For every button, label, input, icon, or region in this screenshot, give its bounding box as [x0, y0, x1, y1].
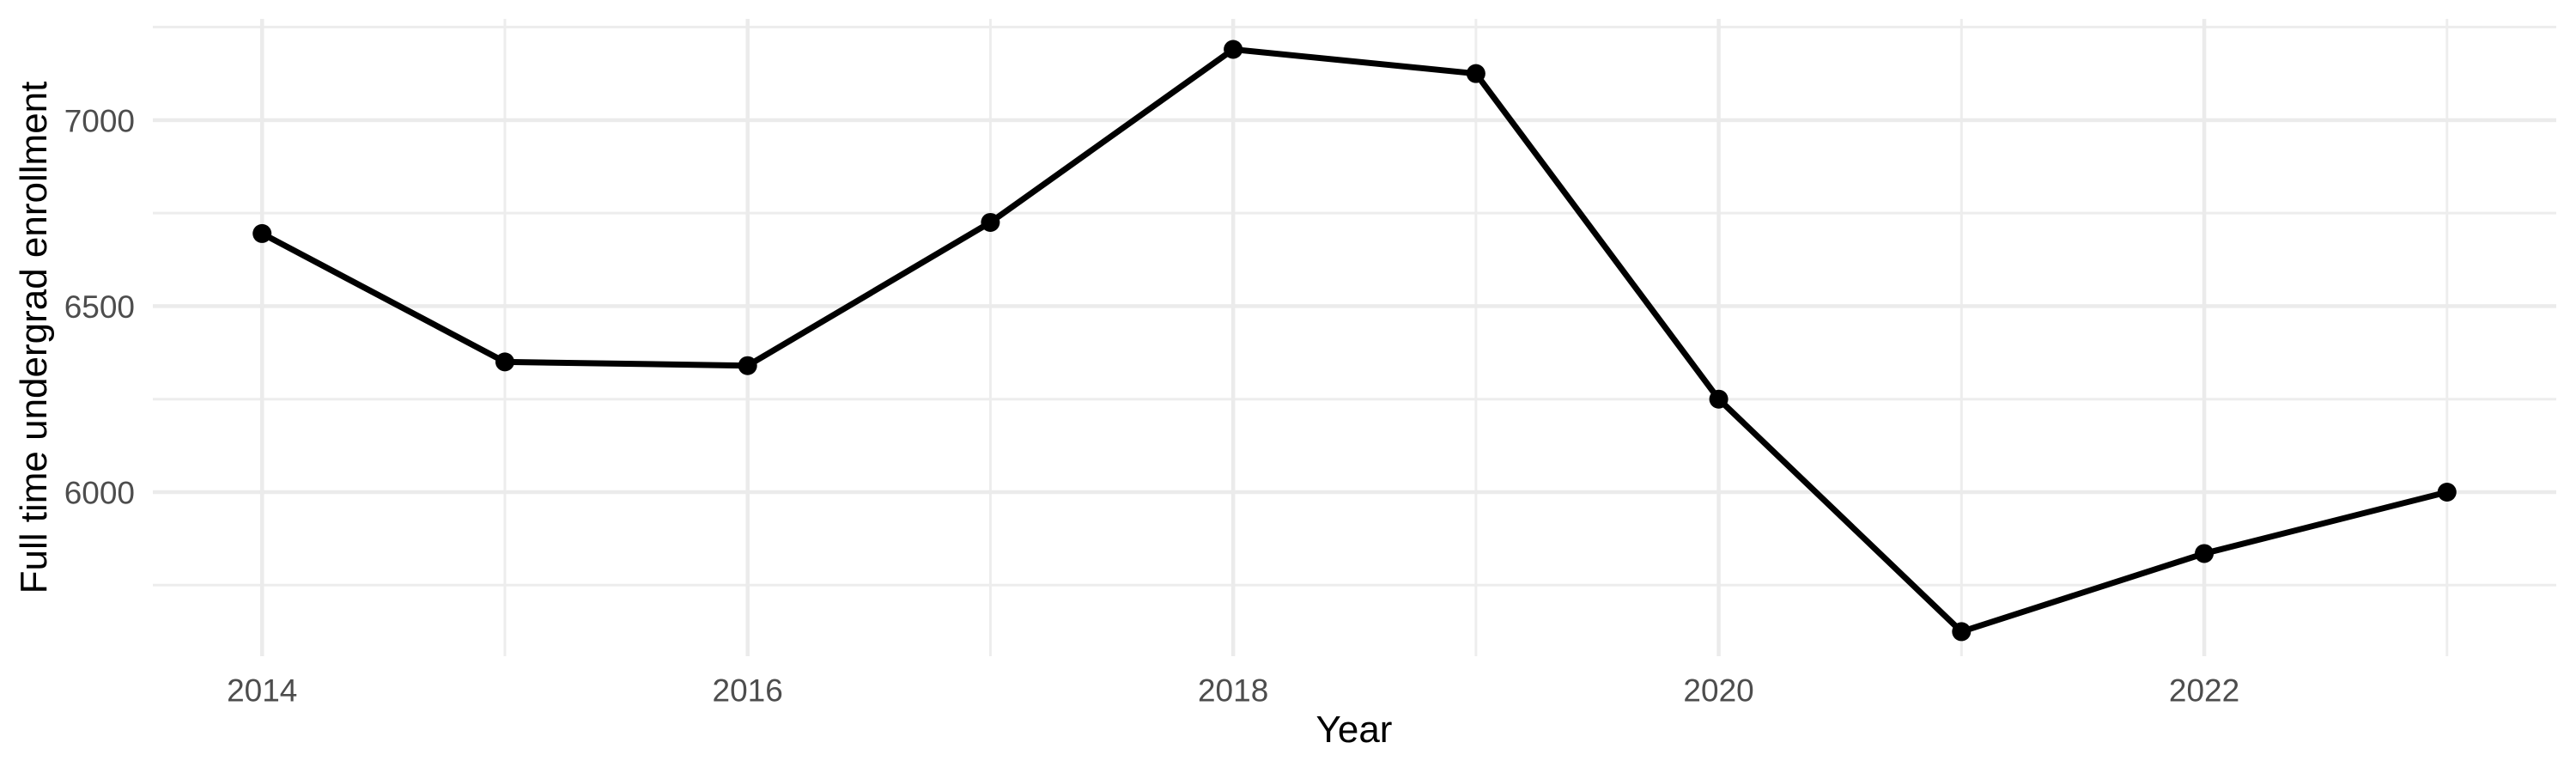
- data-point: [2437, 482, 2457, 502]
- data-point: [495, 352, 514, 372]
- y-tick-label: 6000: [64, 475, 135, 510]
- data-point: [738, 356, 757, 375]
- data-point: [2195, 544, 2215, 563]
- x-tick-label: 2022: [2169, 673, 2239, 709]
- x-tick-label: 2020: [1683, 673, 1753, 709]
- data-point: [981, 212, 1000, 232]
- x-axis-title: Year: [1315, 709, 1393, 751]
- data-line: [260, 46, 2448, 635]
- y-axis-title: Full time undergrad enrollment: [13, 81, 55, 594]
- x-tick-label: 2018: [1198, 673, 1268, 709]
- data-point: [1224, 40, 1243, 59]
- x-tick-label: 2016: [713, 673, 783, 709]
- data-point: [1466, 64, 1485, 83]
- y-tick-label: 6500: [64, 289, 135, 325]
- data-point: [1709, 389, 1728, 409]
- data-point: [252, 223, 272, 243]
- data-point: [1952, 622, 1971, 642]
- y-tick-label: 7000: [64, 103, 135, 138]
- x-tick-label: 2014: [227, 673, 297, 709]
